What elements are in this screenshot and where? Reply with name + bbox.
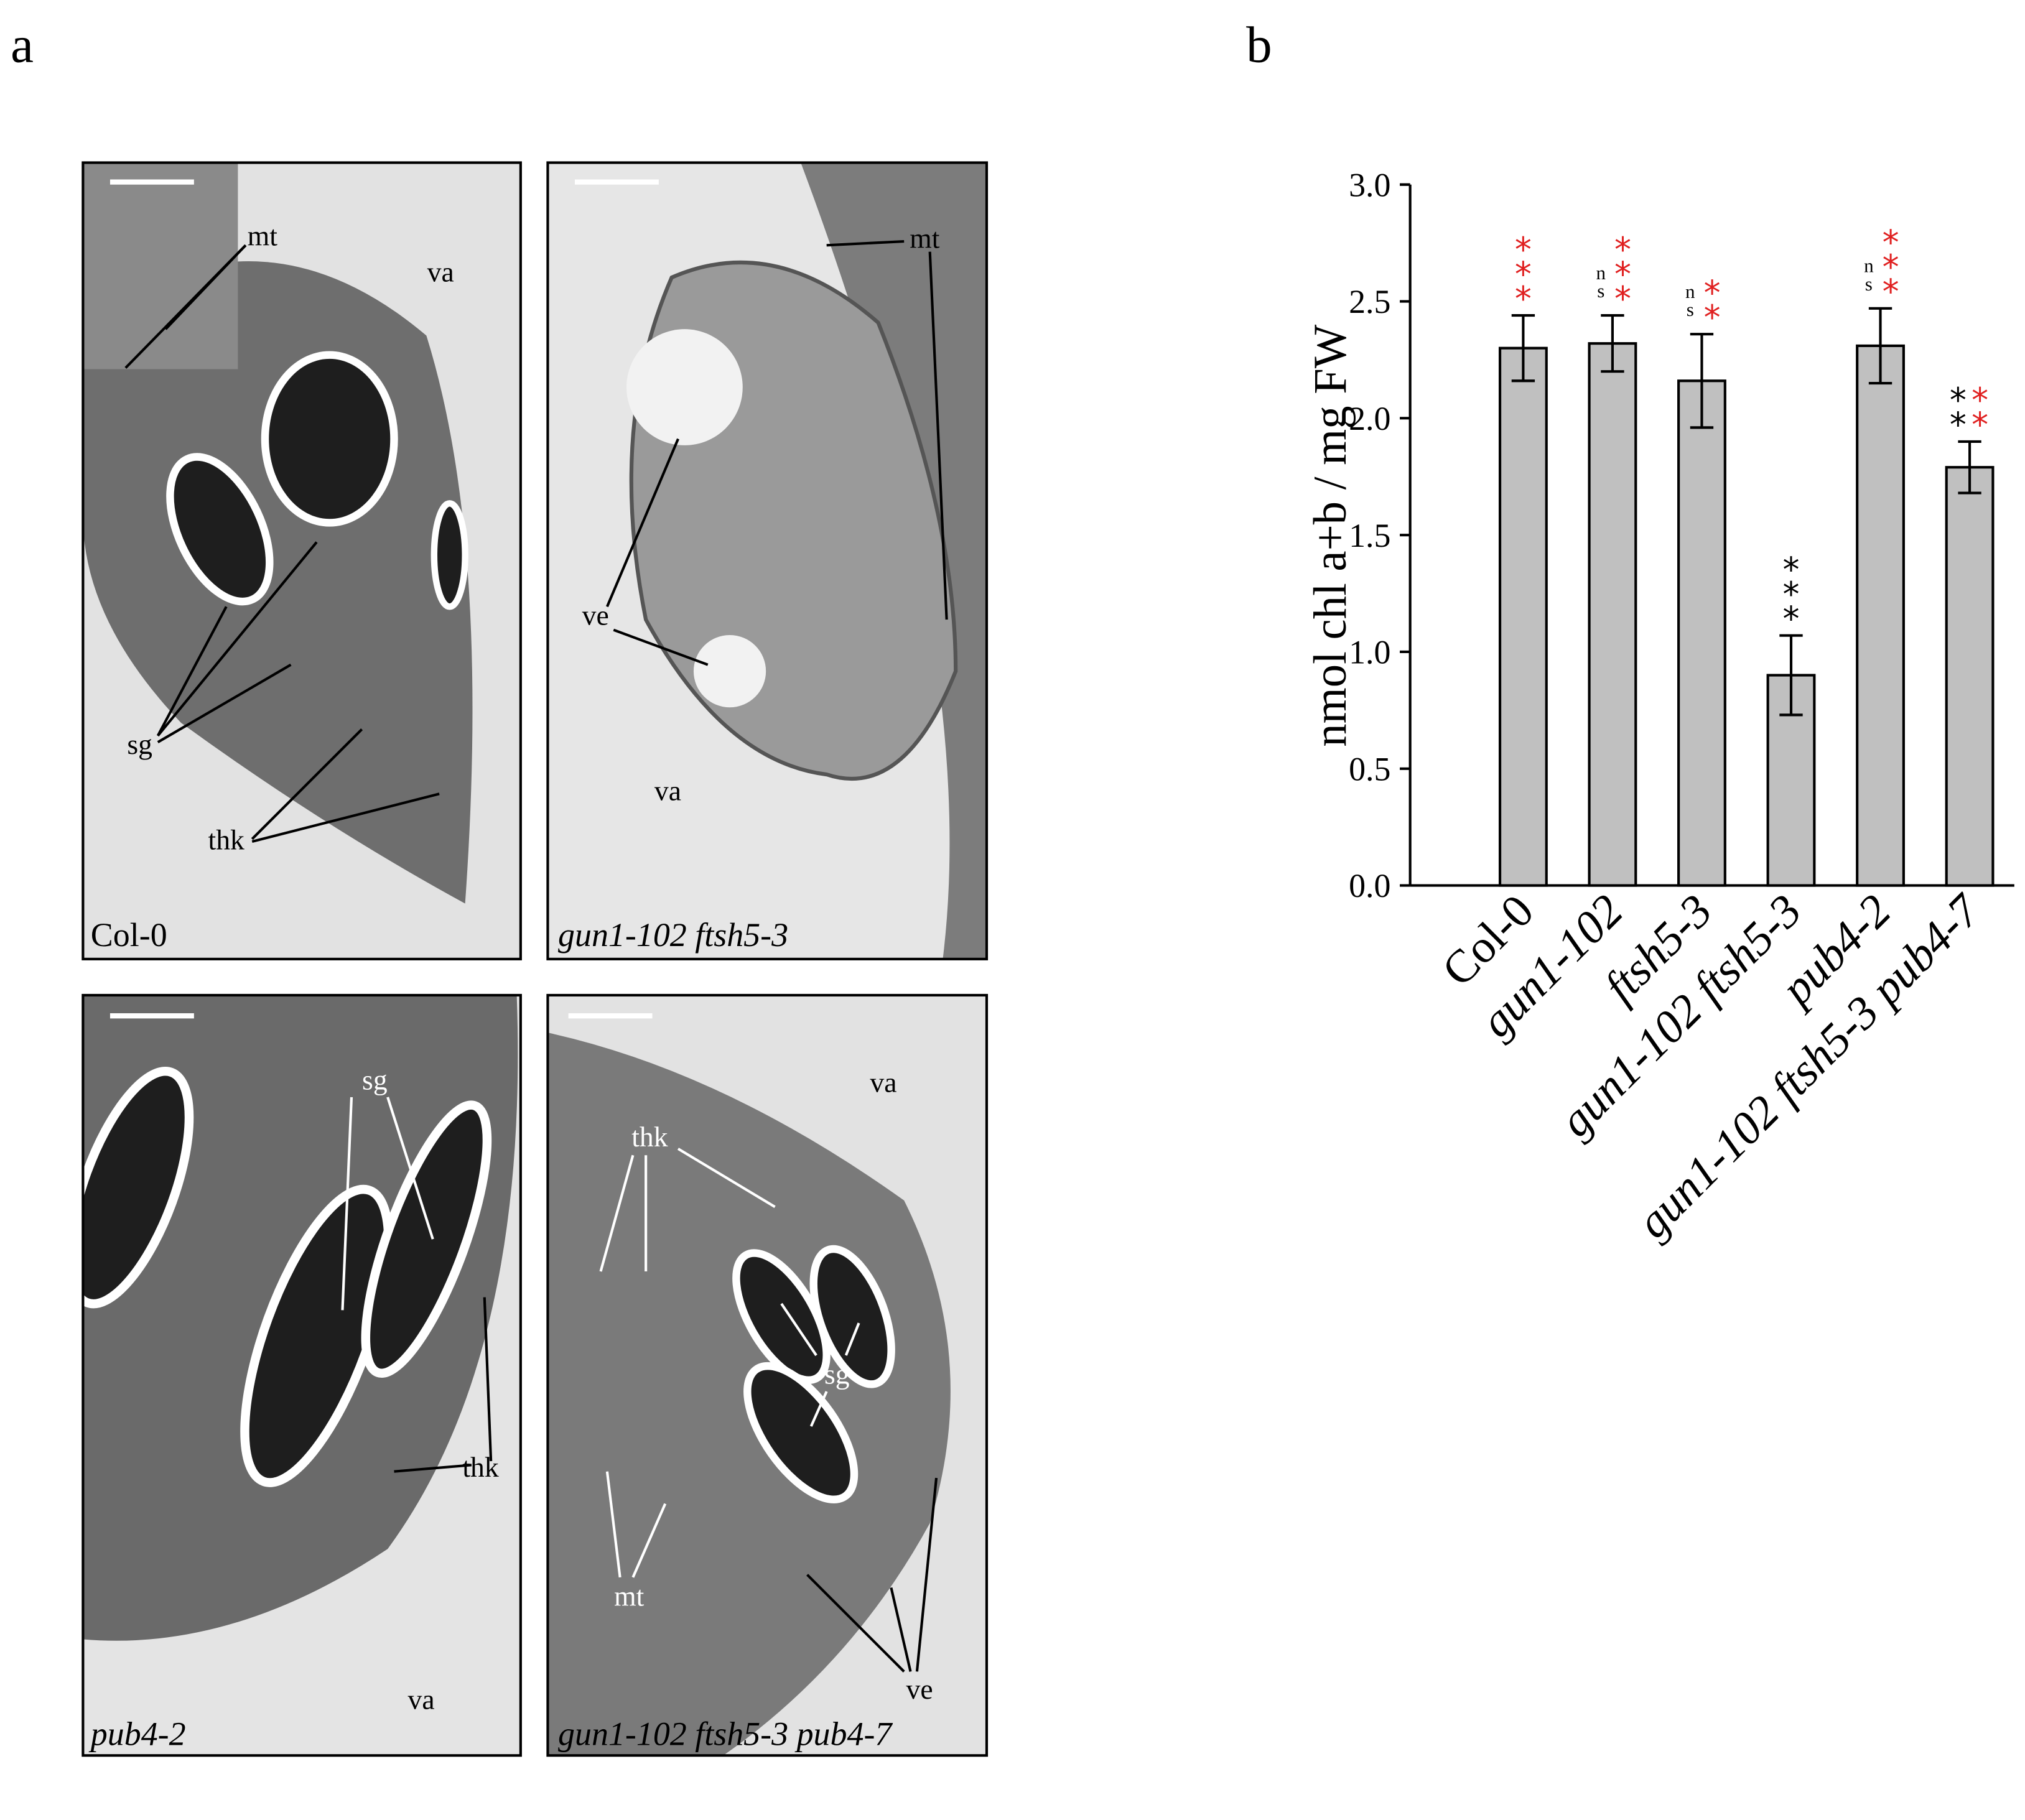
bar: [1856, 344, 1905, 887]
micrograph-1: [547, 162, 987, 959]
micrograph-label: ve: [906, 1673, 933, 1705]
micrograph-caption: gun1-102 ftsh5-3 pub4-7: [558, 1716, 893, 1753]
y-tick-label: 2.0: [1349, 400, 1390, 437]
micrograph-label: mt: [248, 220, 278, 251]
micrograph-0: [83, 162, 521, 959]
micrograph-label: thk: [631, 1121, 668, 1153]
significance-mark: * * *: [1614, 230, 1631, 318]
significance-mark: * *: [1971, 381, 1988, 444]
y-tick-label: 1.0: [1349, 634, 1390, 671]
leader-lines: [124, 239, 948, 1673]
micrograph-label: ve: [582, 599, 609, 631]
micrograph-label: sg: [127, 728, 152, 760]
bar: [1945, 466, 1995, 887]
micrograph-label: va: [654, 775, 681, 807]
y-tick-label: 0.0: [1349, 867, 1390, 904]
micrograph-2: [83, 995, 521, 1756]
significance-mark: * *: [1704, 273, 1721, 337]
y-axis-label: nmol chl a+b / mg FW: [1305, 324, 1356, 746]
significance-mark: * *: [1950, 381, 1967, 444]
micrograph-caption: gun1-102 ftsh5-3: [558, 916, 788, 954]
panel-label: a: [11, 16, 34, 73]
y-tick-label: 0.5: [1349, 750, 1390, 787]
micrograph-label: thk: [208, 824, 245, 855]
y-tick-label: 1.5: [1349, 517, 1390, 554]
significance-mark: * * *: [1883, 223, 1899, 312]
micrograph-label: sg: [824, 1358, 850, 1390]
micrograph-label: thk: [462, 1451, 499, 1483]
panel-frames: [81, 161, 989, 1757]
micrograph-label: mt: [614, 1581, 645, 1612]
bar: [1677, 379, 1726, 887]
micrograph-label: va: [870, 1067, 896, 1098]
bar: [1588, 342, 1637, 887]
micrograph-label: va: [408, 1684, 435, 1716]
bar: [1498, 346, 1548, 887]
micrograph-3: [547, 995, 987, 1756]
micrograph-label: sg: [362, 1064, 388, 1095]
panel-label: b: [1246, 16, 1272, 73]
micrograph-label: mt: [910, 222, 940, 254]
significance-mark: * * *: [1783, 550, 1800, 639]
micrograph-caption: Col-0: [91, 916, 167, 954]
scale-bars: [109, 179, 659, 1019]
micrograph-caption: pub4-2: [88, 1716, 186, 1753]
y-tick-label: 2.5: [1349, 283, 1390, 320]
micrograph-label: va: [427, 256, 454, 287]
y-tick-label: 3.0: [1349, 166, 1390, 203]
significance-mark: * * *: [1515, 230, 1532, 318]
